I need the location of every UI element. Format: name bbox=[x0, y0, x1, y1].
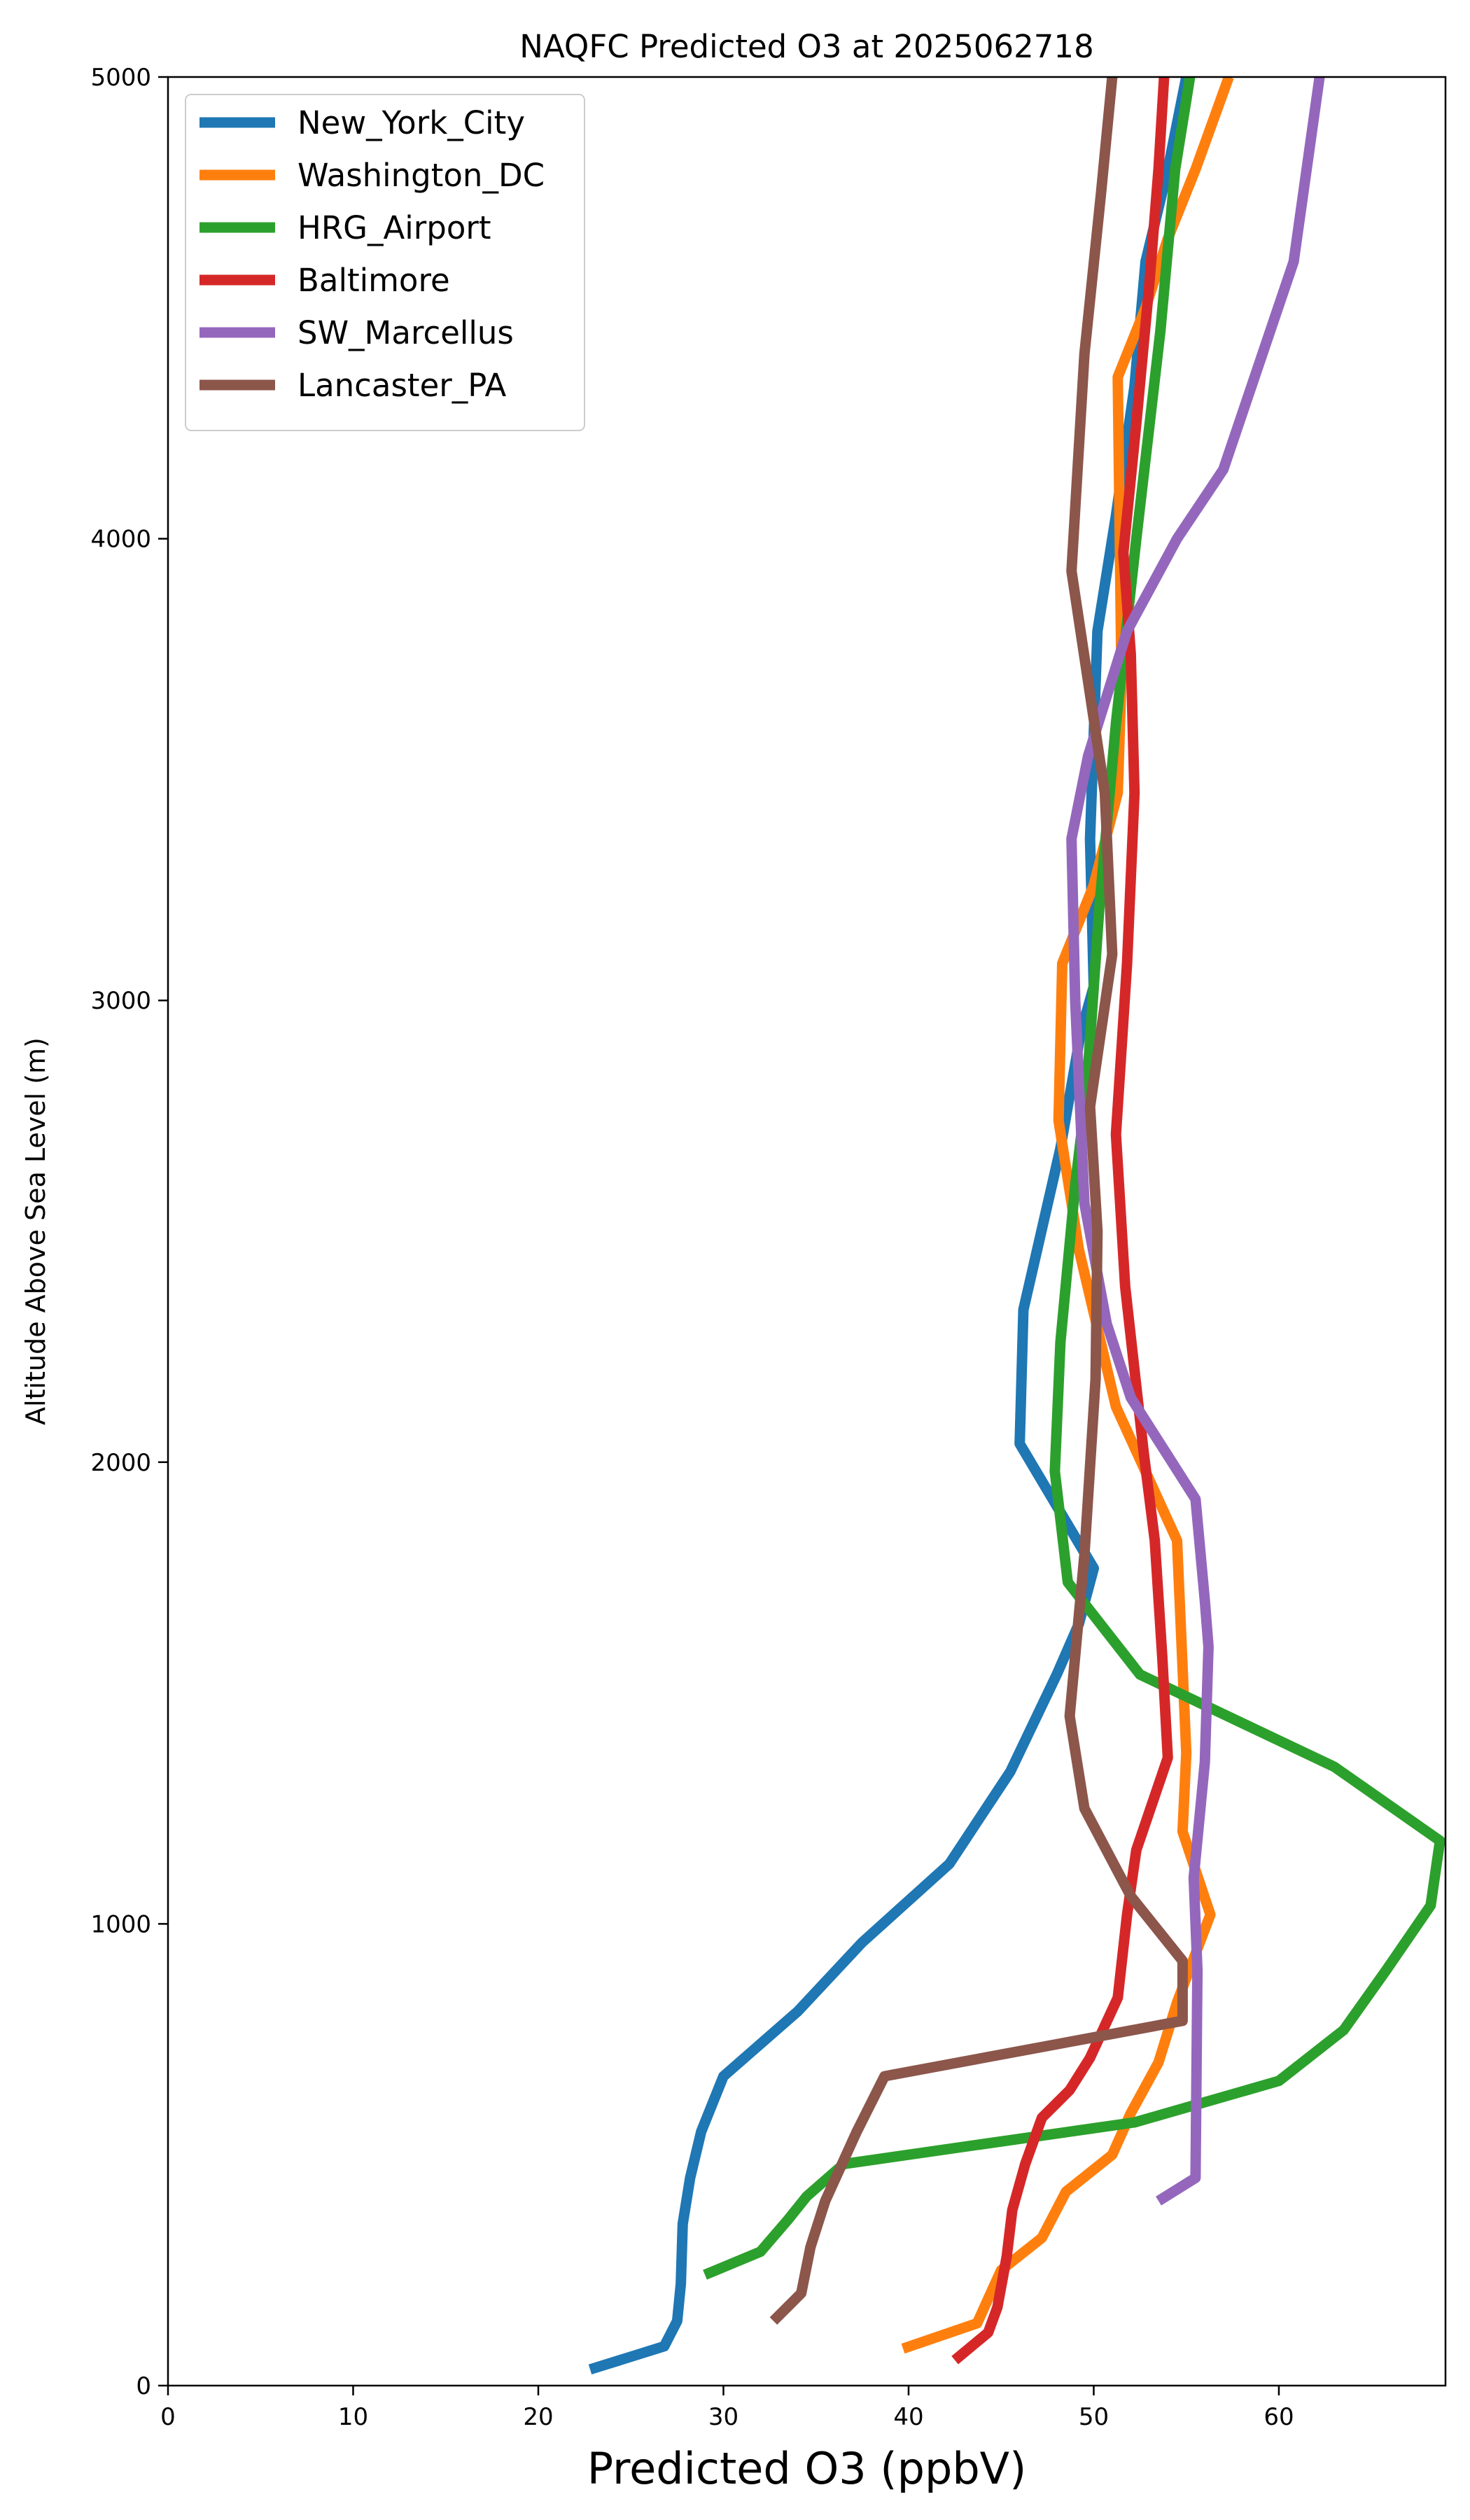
y-tick-label: 3000 bbox=[90, 987, 151, 1015]
y-tick-label: 4000 bbox=[90, 526, 151, 554]
legend-label: Washington_DC bbox=[298, 157, 545, 194]
legend-box bbox=[185, 94, 585, 431]
y-tick-label: 2000 bbox=[90, 1449, 151, 1477]
x-tick-label: 10 bbox=[338, 2403, 368, 2431]
series-line-sw-marcellus bbox=[1066, 77, 1325, 2206]
series-line-baltimore bbox=[951, 77, 1173, 2365]
y-axis-label: Altitude Above Sea Level (m) bbox=[20, 1037, 51, 1425]
legend-label: HRG_Airport bbox=[298, 209, 491, 246]
legend-label: New_York_City bbox=[298, 104, 525, 141]
y-tick-label: 0 bbox=[136, 2372, 151, 2400]
series-line-washington-dc bbox=[901, 77, 1234, 2354]
legend-label: Baltimore bbox=[298, 262, 450, 299]
series-line-lancaster-pa bbox=[769, 77, 1188, 2325]
y-tick-label: 5000 bbox=[90, 64, 151, 92]
x-tick-label: 30 bbox=[708, 2403, 738, 2431]
series-layer bbox=[588, 77, 1446, 2375]
chart-title: NAQFC Predicted O3 at 2025062718 bbox=[519, 28, 1093, 65]
y-tick-label: 1000 bbox=[90, 1910, 151, 1938]
x-tick-label: 0 bbox=[160, 2403, 176, 2431]
x-tick-label: 40 bbox=[893, 2403, 923, 2431]
x-tick-label: 20 bbox=[523, 2403, 553, 2431]
plot-frame bbox=[167, 76, 1447, 2387]
x-axis-label: Predicted O3 (ppbV) bbox=[587, 2443, 1027, 2494]
legend: New_York_City Washington_DC HRG_Airport Bal… bbox=[185, 94, 585, 431]
x-tick-label: 50 bbox=[1079, 2403, 1109, 2431]
y-axis: 0 1000 2000 3000 4000 5000 bbox=[90, 64, 168, 2400]
x-tick-label: 60 bbox=[1264, 2403, 1294, 2431]
legend-label: SW_Marcellus bbox=[298, 314, 514, 351]
x-axis: 0 10 20 30 40 50 60 bbox=[160, 2386, 1294, 2431]
legend-label: Lancaster_PA bbox=[298, 367, 507, 404]
